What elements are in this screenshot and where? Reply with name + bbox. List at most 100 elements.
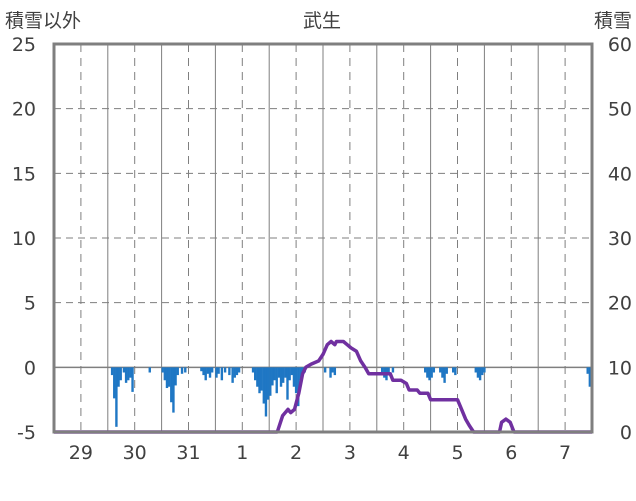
right-tick-label: 60	[608, 34, 632, 56]
bar	[424, 367, 427, 373]
bar	[286, 367, 289, 400]
bar	[290, 367, 293, 376]
bar	[481, 367, 484, 376]
bar	[122, 367, 126, 373]
x-axis-ticks: 29 30 31 1 2 3 4 5 6 7	[69, 442, 571, 464]
bar	[167, 367, 171, 387]
bar	[127, 367, 130, 381]
left-axis-title: 積雪以外	[5, 10, 81, 32]
right-tick-label: 20	[608, 293, 632, 315]
x-tick-label: 30	[123, 442, 147, 464]
bar	[113, 367, 116, 399]
bar	[215, 367, 218, 378]
bar	[299, 367, 302, 381]
x-tick-label: 1	[236, 442, 248, 464]
left-axis-ticks: 25 20 15 10 5 0 -5	[12, 34, 36, 444]
bar	[200, 367, 203, 372]
bar	[260, 367, 263, 391]
bar	[223, 367, 227, 373]
bar	[443, 367, 446, 383]
bar	[277, 367, 281, 378]
bar	[119, 367, 122, 381]
bar	[148, 367, 151, 373]
bar	[258, 367, 261, 394]
bar	[217, 367, 220, 374]
bar	[131, 367, 134, 392]
bar	[454, 367, 457, 376]
snow-depth-line	[54, 339, 592, 434]
bar	[439, 367, 442, 373]
bar	[206, 367, 210, 374]
bar	[281, 367, 285, 383]
x-tick-label: 29	[69, 442, 93, 464]
bar	[235, 367, 239, 376]
plot-frame	[52, 42, 594, 434]
bar	[271, 367, 274, 386]
right-tick-label: 30	[608, 228, 632, 250]
bar	[333, 367, 337, 376]
bar	[588, 367, 592, 387]
bar	[117, 367, 120, 387]
bar	[430, 367, 433, 378]
bar	[251, 367, 255, 373]
x-tick-label: 5	[451, 442, 463, 464]
bar	[254, 367, 257, 381]
x-tick-label: 2	[290, 442, 302, 464]
bar	[483, 367, 486, 373]
left-tick-label: 15	[12, 163, 36, 185]
bar	[129, 367, 132, 378]
bar	[323, 367, 327, 373]
bar	[292, 367, 296, 387]
left-tick-label: 10	[12, 228, 36, 250]
bar	[161, 367, 164, 373]
bar	[294, 367, 298, 394]
bar	[451, 367, 455, 373]
bar-series	[110, 367, 592, 427]
x-tick-label: 6	[505, 442, 517, 464]
right-tick-label: 10	[608, 357, 632, 379]
left-tick-label: -5	[17, 422, 36, 444]
bar	[391, 367, 395, 373]
bar	[297, 367, 300, 407]
right-axis-title: 積雪	[594, 10, 632, 32]
bar	[262, 367, 266, 404]
bar	[264, 367, 268, 417]
bar	[586, 367, 589, 374]
bar	[220, 367, 224, 381]
bar	[269, 367, 272, 396]
bar	[176, 367, 179, 376]
right-tick-label: 50	[608, 99, 632, 121]
bar	[124, 367, 128, 383]
left-tick-label: 20	[12, 99, 36, 121]
left-tick-label: 0	[24, 357, 36, 379]
bar	[237, 367, 241, 373]
bar	[165, 367, 169, 389]
bar	[256, 367, 259, 387]
bar	[441, 367, 444, 378]
bar	[426, 367, 429, 378]
bar	[273, 367, 276, 381]
x-tick-label: 4	[398, 442, 410, 464]
bar	[432, 367, 436, 373]
bar	[115, 367, 118, 427]
chart-title: 武生	[303, 10, 341, 32]
bar	[231, 367, 234, 383]
bar	[474, 367, 477, 373]
bar	[208, 367, 212, 378]
bar	[331, 367, 334, 373]
bar	[228, 367, 231, 376]
bar	[172, 367, 175, 413]
bar	[284, 367, 287, 378]
right-axis-ticks: 60 50 40 30 20 10 0	[608, 34, 632, 444]
bar	[288, 367, 291, 381]
bar	[380, 367, 384, 373]
bar	[387, 367, 390, 376]
bar	[174, 367, 177, 386]
left-tick-label: 5	[24, 293, 36, 315]
bar	[478, 367, 482, 381]
bar	[275, 367, 278, 394]
bar	[170, 367, 173, 403]
line-series	[54, 339, 592, 434]
x-tick-label: 7	[559, 442, 571, 464]
